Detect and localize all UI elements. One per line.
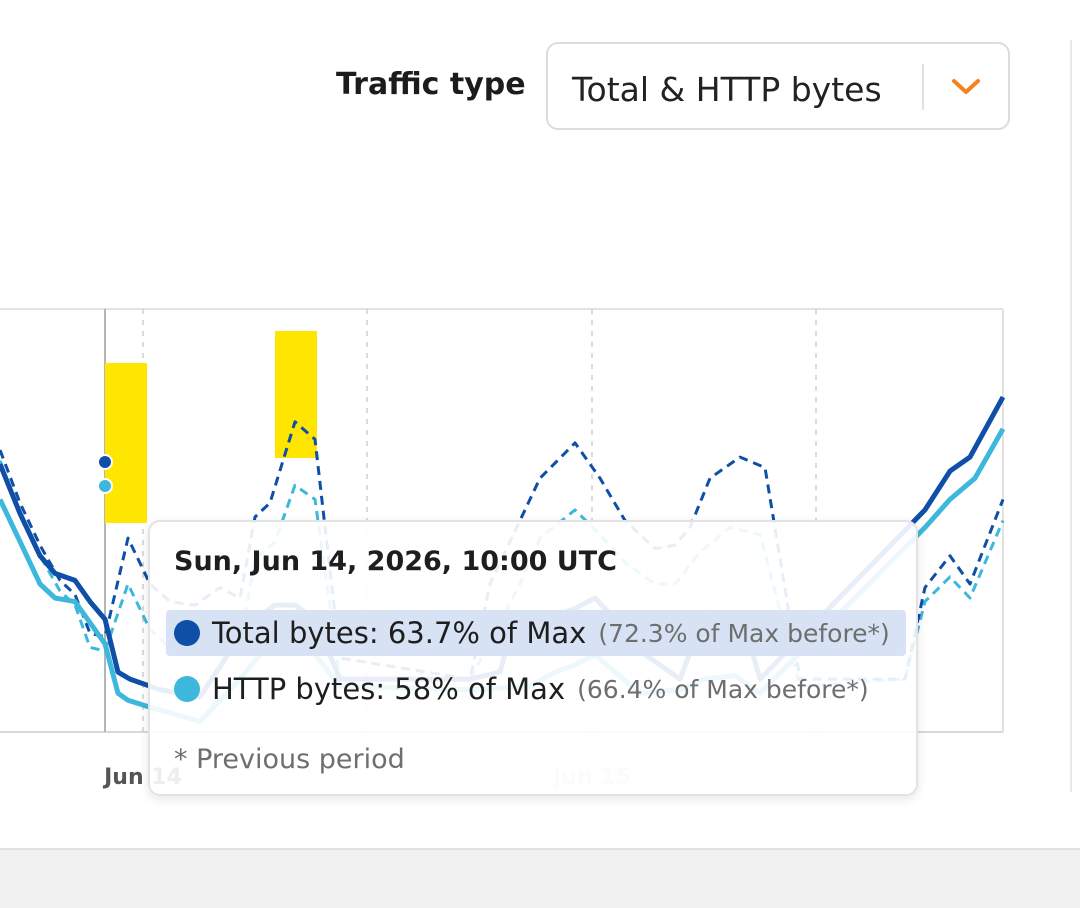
tooltip-footnote: * Previous period xyxy=(174,744,405,775)
tooltip-total-bytes-value: Total bytes: 63.7% of Max xyxy=(212,616,587,650)
tooltip-total-bytes-previous: (72.3% of Max before*) xyxy=(598,618,890,648)
highlight-band-0 xyxy=(105,363,147,523)
hover-marker-1 xyxy=(97,478,113,494)
dropdown-separator xyxy=(922,64,924,110)
http-bytes-legend-dot xyxy=(174,676,200,702)
traffic-type-label: Traffic type xyxy=(336,66,526,102)
chevron-down-icon[interactable] xyxy=(949,74,983,100)
panel-divider xyxy=(1070,40,1072,792)
chart-tooltip: Sun, Jun 14, 2026, 10:00 UTC Total bytes… xyxy=(148,520,918,796)
traffic-type-control: Traffic type Total & HTTP bytes xyxy=(336,42,1010,132)
highlight-band-1 xyxy=(275,331,317,458)
tooltip-http-bytes-previous: (66.4% of Max before*) xyxy=(577,674,869,704)
total-bytes-legend-dot xyxy=(174,620,200,646)
hover-marker-0 xyxy=(97,454,113,470)
traffic-type-dropdown[interactable]: Total & HTTP bytes xyxy=(546,42,1010,130)
tooltip-row-http-bytes: HTTP bytes: 58% of Max (66.4% of Max bef… xyxy=(166,666,869,712)
bottom-bar xyxy=(0,848,1080,908)
tooltip-timestamp: Sun, Jun 14, 2026, 10:00 UTC xyxy=(174,546,617,577)
tooltip-row-total-bytes: Total bytes: 63.7% of Max (72.3% of Max … xyxy=(166,610,906,656)
traffic-type-selected-value: Total & HTTP bytes xyxy=(572,70,882,109)
tooltip-http-bytes-value: HTTP bytes: 58% of Max xyxy=(212,672,566,706)
